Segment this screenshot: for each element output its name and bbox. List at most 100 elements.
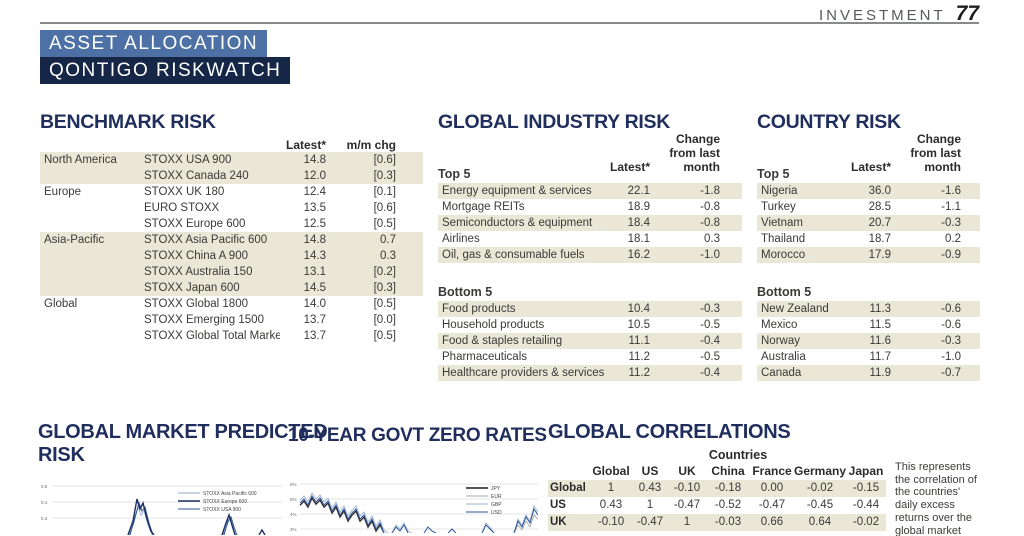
industry-top-rows: Energy equipment & services 22.1 -1.8 Mortg… (438, 183, 742, 263)
region-cell: Europe (44, 186, 82, 198)
section-label: INVESTMENT (818, 7, 946, 24)
industry-row: Semiconductors & equipment 18.4 -0.8 (438, 215, 742, 231)
y-tick: 0.3 (41, 516, 48, 521)
chart-legend: JPY EUR GBP USD (466, 486, 502, 516)
correlations-title: GLOBAL CORRELATIONS (548, 421, 791, 443)
country-risk-header: Latest* Change from last month (757, 132, 980, 174)
zero-rates-title: 10-YEAR GOVT ZERO RATES (288, 425, 547, 446)
region-cell (40, 200, 140, 216)
latest-value: 18.4 (627, 217, 650, 229)
series-gbp-line (299, 492, 538, 533)
industry-risk-section: GLOBAL INDUSTRY RISK Latest* Change from… (438, 112, 742, 381)
col-header-latest: Latest* (609, 160, 650, 174)
index-name-cell: STOXX Emerging 1500 (144, 314, 264, 326)
country-row: Thailand 18.7 0.2 (757, 231, 980, 247)
country-row: Morocco 17.9 -0.9 (757, 247, 980, 263)
banner-asset-allocation: ASSET ALLOCATION (40, 30, 268, 57)
latest-value: 28.5 (868, 201, 891, 213)
benchmark-row: STOXX Australia 150 13.1 [0.2] (40, 264, 423, 280)
name-cell: Semiconductors & equipment (442, 217, 593, 229)
page-number: 77 (955, 2, 979, 25)
index-name-cell: EURO STOXX (144, 202, 220, 214)
country-row: Canada 11.9 -0.7 (757, 365, 980, 381)
latest-value: 11.7 (869, 351, 891, 363)
benchmark-row: STOXX Emerging 1500 13.7 [0.0] (40, 312, 423, 328)
series-jpy-line (299, 496, 385, 533)
latest-value: 12.5 (303, 218, 326, 230)
industry-row: Household products 10.5 -0.5 (438, 317, 742, 333)
correlation-value: -0.03 (714, 516, 742, 528)
latest-value: 11.5 (869, 319, 891, 331)
name-cell: Airlines (442, 233, 480, 245)
name-cell: Canada (761, 367, 802, 379)
column-header: Germany (794, 464, 847, 478)
top5-label: Top 5 (438, 167, 471, 181)
name-cell: Norway (761, 335, 800, 347)
name-cell: Turkey (761, 201, 796, 213)
name-cell: Oil, gas & consumable fuels (442, 249, 585, 261)
correlation-value: 0.43 (599, 499, 623, 511)
correlation-value: 1 (607, 482, 615, 494)
benchmark-row: STOXX Japan 600 14.5 [0.3] (40, 280, 423, 296)
change-value: 0.3 (704, 233, 720, 245)
name-cell: Morocco (761, 249, 806, 261)
latest-value: 22.1 (627, 185, 650, 197)
correlations-rows: Global 1 0.43 -0.10 -0.18 0.00 -0.02 -0.15 US 0.4… (548, 480, 886, 531)
name-cell: New Zealand (761, 303, 829, 315)
legend-label: STOXX Europe 600 (203, 499, 247, 505)
correlation-value: 0.66 (760, 516, 784, 528)
benchmark-risk-title: BENCHMARK RISK (40, 111, 216, 133)
change-value: -1.0 (941, 351, 961, 363)
country-bottom-rows: New Zealand 11.3 -0.6 Mexico 11.5 -0.6 Norway 1… (757, 301, 980, 381)
index-name-cell: STOXX UK 180 (144, 186, 225, 198)
name-cell: Food products (442, 303, 516, 315)
latest-value: 20.7 (868, 217, 891, 229)
legend-label: GBP (491, 502, 502, 508)
change-value: -0.3 (941, 335, 961, 347)
mm-change-value: 0.7 (380, 234, 396, 246)
index-name-cell: STOXX China A 900 (144, 250, 248, 262)
index-name-cell: STOXX Japan 600 (144, 282, 240, 294)
correlation-value: -0.45 (806, 499, 834, 511)
industry-row: Oil, gas & consumable fuels 16.2 -1.0 (438, 247, 742, 263)
country-row: Norway 11.6 -0.3 (757, 333, 980, 349)
y-tick: 6% (290, 482, 297, 487)
change-value: 0.2 (945, 233, 961, 245)
name-cell: Food & staples retailing (442, 335, 563, 347)
mm-change-value: [0.5] (373, 218, 396, 230)
column-header: France (752, 464, 792, 478)
y-tick: 3% (290, 527, 297, 532)
benchmark-row: Europe STOXX UK 180 12.4 [0.1] (40, 184, 423, 200)
bottom5-label: Bottom 5 (757, 285, 812, 299)
country-row: Nigeria 36.0 -1.6 (757, 183, 980, 199)
mm-change-value: 0.3 (380, 250, 396, 262)
name-cell: Thailand (761, 233, 806, 245)
correlation-value: -0.10 (597, 516, 625, 528)
change-value: -0.6 (941, 303, 961, 315)
country-row: Turkey 28.5 -1.1 (757, 199, 980, 215)
change-value: -0.5 (700, 319, 720, 331)
name-cell: Mexico (761, 319, 798, 331)
latest-value: 10.4 (627, 303, 650, 315)
region-cell (40, 280, 140, 296)
correlation-value: -0.47 (636, 516, 664, 528)
zero-rates-chart: 6% 5% 4% 3% JPY EUR GBP USD (290, 482, 538, 533)
latest-value: 13.7 (303, 314, 326, 326)
top5-label: Top 5 (757, 167, 790, 181)
mm-change-value: [0.3] (373, 282, 396, 294)
benchmark-row: STOXX China A 900 14.3 0.3 (40, 248, 423, 264)
region-cell (40, 216, 140, 232)
region-cell (40, 312, 140, 328)
column-header: China (711, 464, 745, 478)
legend-label: STOXX Asia Pacific 600 (203, 491, 257, 497)
country-risk-section: COUNTRY RISK Latest* Change from last mo… (757, 112, 980, 381)
change-value: -0.9 (941, 249, 961, 261)
name-cell: Pharmaceuticals (442, 351, 528, 363)
col-header-change: Change from last month (910, 132, 961, 174)
benchmark-rows: North America STOXX USA 900 14.8 [0.6] STOXX… (40, 152, 423, 344)
latest-value: 11.2 (628, 367, 650, 379)
correlation-value: -0.15 (852, 482, 880, 494)
index-name-cell: STOXX Canada 240 (144, 170, 249, 182)
column-header: Japan (848, 464, 884, 478)
change-value: -0.8 (700, 217, 720, 229)
